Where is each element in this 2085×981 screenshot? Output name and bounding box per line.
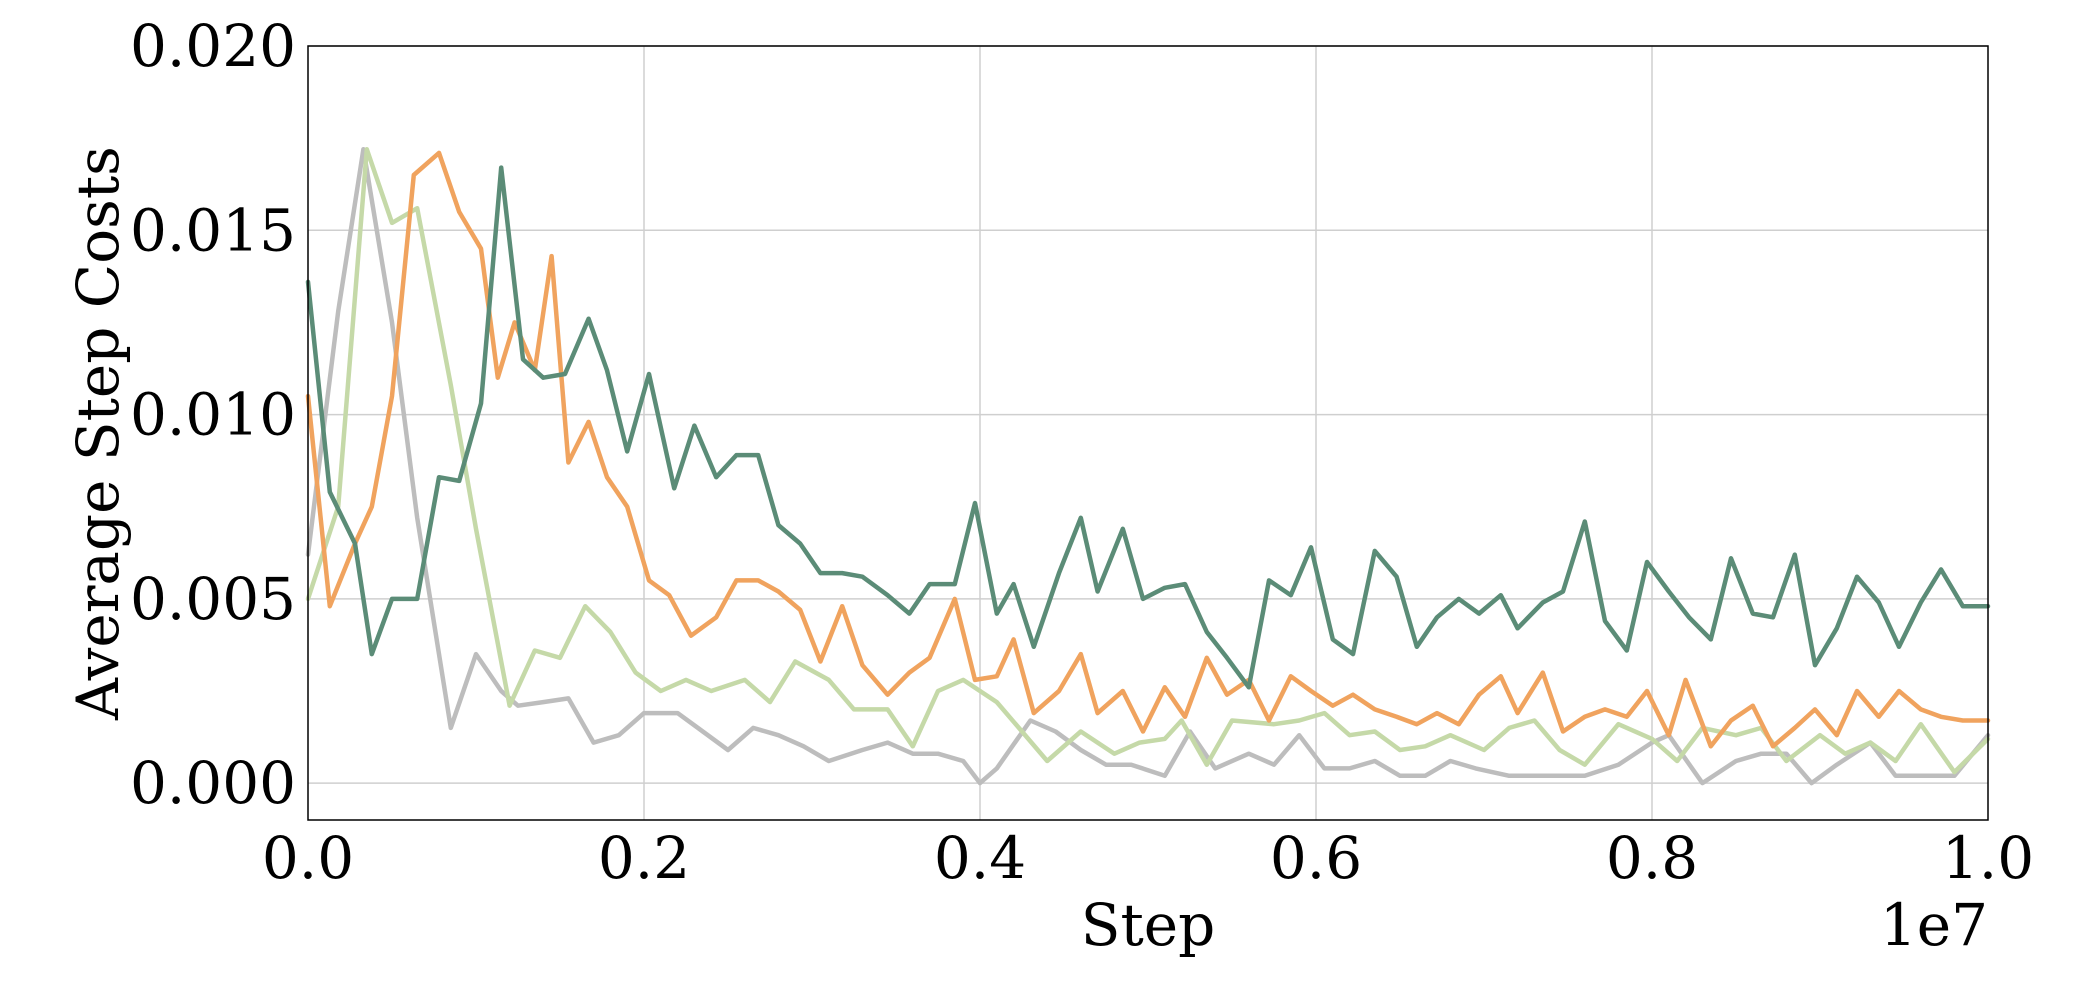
series-line-1 <box>305 146 1991 786</box>
x-tick-label: 0.4 <box>934 824 1026 892</box>
plot-frame <box>307 45 1989 821</box>
x-ticks: 0.0 0.2 0.4 0.6 0.8 1.0 <box>262 824 2034 892</box>
series-line-2 <box>305 146 1991 775</box>
x-axis-label: Step <box>1081 891 1216 959</box>
x-offset-label: 1e7 <box>1880 891 1988 959</box>
y-tick-label: 0.000 <box>130 749 296 817</box>
series-group <box>305 146 1991 786</box>
y-tick-label: 0.020 <box>130 12 296 80</box>
series-line-3 <box>305 150 1991 749</box>
y-tick-label: 0.005 <box>130 565 296 633</box>
x-tick-label: 0.8 <box>1606 824 1698 892</box>
y-axis-label: Average Step Costs <box>64 146 132 721</box>
y-tick-label: 0.015 <box>130 196 296 264</box>
series-line-4 <box>305 165 1991 690</box>
x-tick-label: 0.0 <box>262 824 354 892</box>
x-tick-label: 1.0 <box>1942 824 2034 892</box>
y-tick-label: 0.010 <box>130 381 296 449</box>
y-ticks: 0.000 0.005 0.010 0.015 0.020 <box>130 12 296 817</box>
x-tick-label: 0.2 <box>598 824 690 892</box>
grid <box>308 45 1988 820</box>
x-tick-label: 0.6 <box>1270 824 1362 892</box>
